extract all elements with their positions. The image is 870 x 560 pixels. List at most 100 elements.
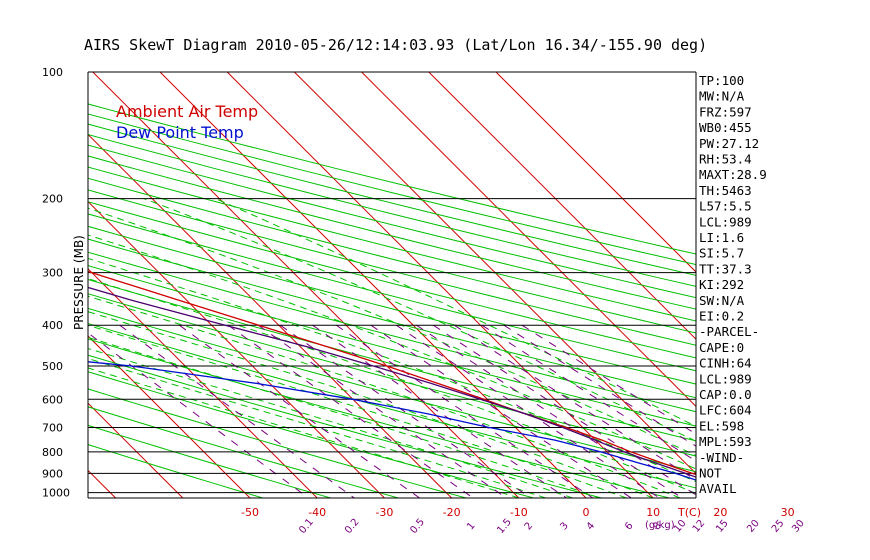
pressure-tick-label: 800 [42, 446, 63, 459]
stat-item: MW:N/A [699, 89, 745, 104]
mixing-ratio-label: 2 [523, 520, 536, 532]
stat-item: L57:5.5 [699, 199, 752, 214]
dry-adiabat-line [88, 388, 467, 498]
bottom-temp-tick-label: -50 [241, 506, 259, 519]
moist-adiabat-line [88, 336, 600, 498]
dry-adiabat-line [88, 265, 696, 427]
mixing-ratio-label: 20 [745, 518, 762, 535]
moist-adiabat-line [88, 207, 696, 457]
mixing-ratio-label: 3 [558, 520, 571, 532]
bottom-temp-tick-label: -40 [308, 506, 326, 519]
dry-adiabat-line [88, 424, 331, 498]
stat-item: TT:37.3 [699, 261, 752, 276]
isotherm-line [495, 72, 696, 273]
pressure-tick-label: 600 [42, 393, 63, 406]
stat-item: EI:0.2 [699, 309, 744, 324]
dry-adiabat-line [88, 338, 670, 498]
moist-adiabat-line [143, 198, 696, 442]
mixing-ratio-label: 30 [790, 518, 807, 535]
bottom-temp-tick-label: 10 [646, 506, 660, 519]
stat-item: RH:53.4 [699, 152, 752, 167]
mixing-ratio-unit-label: (g/kg) [645, 520, 675, 531]
dry-adiabat-line [88, 293, 696, 457]
stat-item: NOT [699, 466, 722, 481]
moist-adiabat-line [88, 278, 696, 494]
stat-item: PW:27.12 [699, 136, 759, 151]
stat-item: LCL:989 [699, 214, 752, 229]
moist-adiabat-line [88, 367, 519, 498]
dry-adiabat-line [88, 144, 696, 299]
mixing-ratio-label: 1 [465, 520, 478, 532]
pressure-tick-label: 300 [42, 267, 63, 280]
dry-adiabat-line [88, 238, 696, 399]
stat-item: SI:5.7 [699, 246, 744, 261]
stat-item: CAPE:0 [699, 340, 744, 355]
stat-item: EL:598 [699, 418, 744, 433]
pressure-tick-label: 500 [42, 360, 63, 373]
legend-dew: Dew Point Temp [116, 123, 244, 142]
mixing-ratio-label: 6 [623, 520, 636, 532]
dry-adiabat-line [88, 166, 696, 322]
stat-item: LI:1.6 [699, 230, 744, 245]
series-temp-line [88, 270, 696, 476]
pressure-tick-label: 900 [42, 467, 63, 480]
stat-item: CINH:64 [699, 356, 752, 371]
mixing-ratio-line [433, 324, 696, 496]
mixing-ratio-line [396, 324, 660, 498]
bottom-temp-tick-label: 0 [583, 506, 590, 519]
legend: Ambient Air Temp Dew Point Temp [116, 102, 258, 142]
dry-adiabat-line [88, 113, 696, 266]
moist-adiabat-line [88, 358, 546, 498]
stat-item: MPL:593 [699, 434, 752, 449]
stat-item: SW:N/A [699, 293, 745, 308]
series-parcel-line [88, 286, 696, 478]
mixing-ratio-line [119, 324, 355, 498]
mixing-ratio-label: 12 [691, 518, 708, 535]
y-axis-label: PRESSURE (MB) [72, 235, 86, 330]
dry-adiabat-line [88, 123, 696, 276]
stats-panel: TP:100MW:N/AFRZ:597WB0:455PW:27.12RH:53.… [699, 73, 767, 496]
stat-item: -PARCEL- [699, 324, 759, 339]
mixing-ratio-label: 4 [585, 520, 598, 532]
dry-adiabat-line [88, 155, 696, 310]
stat-item: MAXT:28.9 [699, 167, 767, 182]
mixing-ratio-line [179, 324, 420, 498]
mixing-ratio-line [227, 324, 474, 498]
pressure-tick-label: 100 [42, 66, 63, 79]
mixing-ratio-line [416, 324, 683, 498]
mixing-ratio-label: 1.5 [495, 517, 514, 536]
stat-item: TP:100 [699, 73, 744, 88]
dry-adiabat-line [88, 189, 696, 346]
dry-adiabat-line [88, 225, 696, 385]
mixing-ratio-label: 0.5 [408, 517, 427, 536]
mixing-ratio-line [503, 324, 696, 447]
pressure-tick-label: 400 [42, 319, 63, 332]
series-dew-line [88, 361, 696, 481]
dry-adiabat-line [88, 322, 696, 489]
pressure-tick-label: 200 [42, 193, 63, 206]
dry-adiabat-line [88, 406, 399, 498]
mixing-ratio-label: 0.2 [343, 517, 362, 536]
dry-adiabat-line [88, 278, 696, 442]
stat-item: -WIND- [699, 450, 744, 465]
profile-lines [88, 270, 696, 481]
stat-item: CAP:0.0 [699, 387, 752, 402]
dry-adiabat-line [88, 133, 696, 287]
mixing-ratio-line [257, 324, 507, 498]
pressure-tick-label: 700 [42, 421, 63, 434]
stat-item: FRZ:597 [699, 104, 752, 119]
mixing-ratio-line [336, 324, 594, 498]
stat-item: LFC:604 [699, 403, 752, 418]
bottom-temp-tick-label: -10 [510, 506, 528, 519]
pressure-tick-label: 1000 [42, 487, 70, 500]
isotherm-line [294, 72, 696, 475]
bottom-temp-tick-label: -30 [375, 506, 393, 519]
stat-item: KI:292 [699, 277, 744, 292]
moist-adiabat-line [88, 311, 654, 498]
dry-adiabat-line [88, 213, 696, 372]
mixing-ratio-line [454, 324, 696, 481]
moist-adiabat-line [88, 257, 696, 483]
stat-item: AVAIL [699, 481, 737, 496]
bottom-temp-tick-label: 30 [781, 506, 795, 519]
mixing-ratio-label: 0.1 [297, 517, 316, 536]
